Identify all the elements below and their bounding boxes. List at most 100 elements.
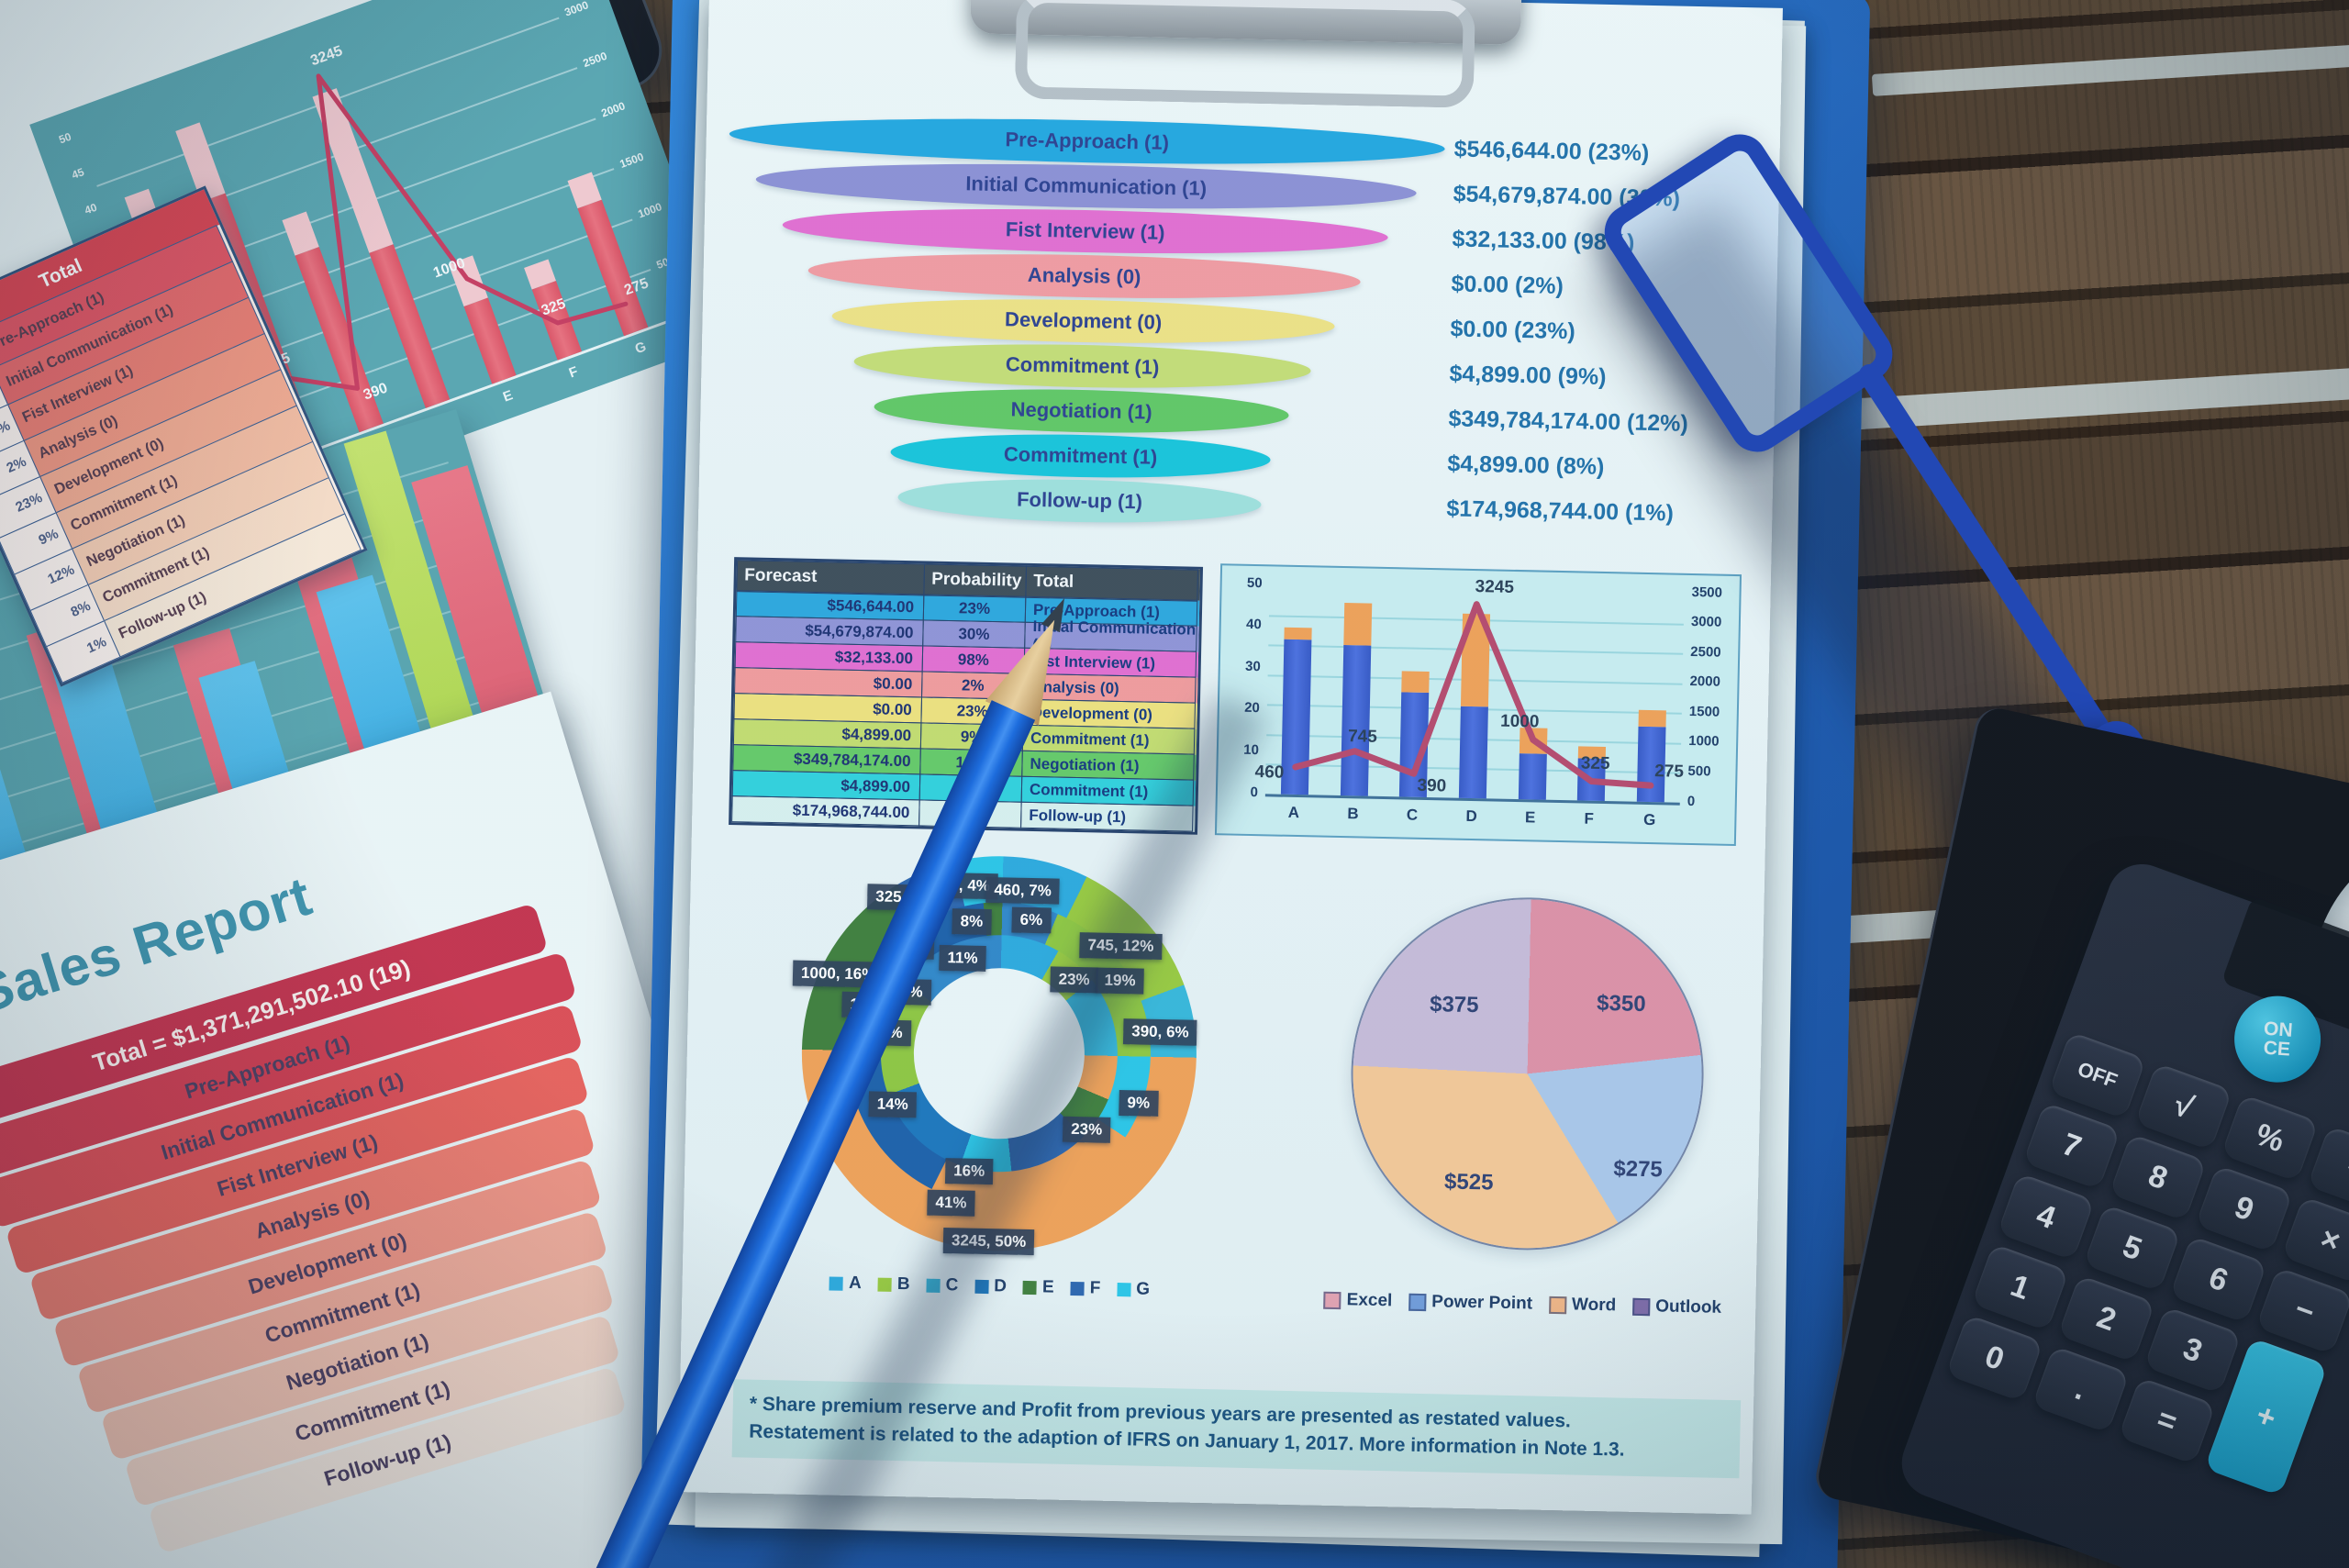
legend-item: Excel [1323,1290,1393,1312]
calc-key-symbol: % [2221,1094,2320,1183]
funnel-stage-label: Fist Interview (1) [1005,217,1165,244]
legend-item: A [829,1273,862,1294]
funnel-stage: Development (0) [831,295,1336,348]
donut-data-badge: 8% [952,908,992,936]
calc-key-2: 2 [2057,1274,2156,1363]
funnel-stage-label: Pre-Approach (1) [1005,128,1170,154]
probability-cell: 23% [922,594,1027,623]
bar-segment-top [1401,671,1431,693]
calc-key-8: 8 [2109,1133,2208,1222]
calc-key-symbol: OFF [2048,1030,2147,1119]
calc-key-1: 1 [1971,1243,2070,1332]
funnel-stage: Negotiation (1) [874,385,1290,437]
legend-label: G [1136,1279,1151,1299]
bar-segment-top [1638,709,1666,728]
donut-data-badge: 11% [939,944,986,972]
funnel-stage: Fist Interview (1) [782,204,1389,259]
legend-swatch [1022,1280,1038,1295]
right-axis-tick: 0 [1687,793,1696,809]
calc-key-symbol: √ [2134,1062,2233,1151]
left-axis-tick: 30 [1244,658,1261,674]
bar-segment-bottom [531,280,583,361]
category-label: E [1524,808,1536,827]
legend-label: A [848,1273,863,1294]
right-axis-tick: 2000 [599,99,628,120]
pie-data-label: $525 [1443,1169,1494,1195]
right-axis-tick: 3000 [562,0,591,19]
data-point-label: 3245 [1475,576,1515,597]
bar-segment-bottom [1518,752,1547,800]
bar-segment-top [1284,627,1312,640]
left-axis-tick: 40 [83,200,99,217]
calc-key-symbol: − [2255,1266,2349,1355]
category-label: E [500,387,516,406]
category-label: A [1287,803,1300,822]
right-axis-tick: 500 [1687,762,1711,780]
pie-data-label: $375 [1429,992,1479,1018]
calculator-on-ce-text: CE [2263,1037,2291,1061]
legend-item: Power Point [1408,1292,1532,1315]
data-point-label: 390 [1417,775,1447,796]
bar-segment-bottom [1458,706,1488,799]
funnel-stage: Pre-Approach (1) [729,112,1446,171]
calc-key-7: 7 [2022,1102,2121,1190]
funnel-stage-label: Analysis (0) [1027,262,1141,289]
legend-item: F [1070,1278,1101,1299]
forecast-cell: $174,968,744.00 [731,795,920,827]
left-axis-tick: 50 [1246,574,1263,591]
calc-key-9: 9 [2195,1164,2294,1253]
donut-data-badge: 6% [1011,906,1052,934]
legend-swatch [1070,1281,1085,1296]
funnel-stage: Commitment (1) [853,339,1312,393]
calc-key-6: 6 [2169,1235,2268,1324]
pie-legend: Excel Power Point Word Outlook [1315,1290,1730,1318]
data-point-label: 3245 [308,42,345,70]
pie-data-label: $275 [1613,1156,1664,1183]
donut-data-badge: 460, 7% [985,876,1061,905]
legend-label: Excel [1346,1290,1393,1311]
bar-segment-top [312,88,394,253]
left-axis-tick: 40 [1245,616,1262,633]
legend-item: G [1117,1279,1150,1300]
legend-swatch [1632,1297,1651,1316]
bar-segment-bottom [577,200,649,337]
donut-data-badge: 9% [1119,1090,1159,1117]
legend-label: Power Point [1431,1292,1533,1314]
calc-key-0: 0 [1945,1314,2043,1403]
legend-label: F [1089,1278,1101,1298]
clipboard-clip-wire [1014,0,1476,108]
legend-swatch [877,1277,892,1292]
pie-data-label: $350 [1596,990,1646,1018]
bar-segment-bottom [463,297,517,384]
bar-segment-bottom [1340,644,1372,796]
legend-label: Word [1571,1295,1617,1316]
sales-report-red-funnel: Total = $1,371,291,502.10 (19) Pre-Approa… [0,903,694,1568]
bar-segment-top [1343,603,1373,646]
right-axis-tick: 1500 [618,150,646,171]
right-axis-tick: 2500 [581,49,609,70]
legend-item: Outlook [1632,1296,1721,1318]
category-label: F [566,363,581,382]
legend-label: D [994,1276,1008,1296]
data-point-label: 275 [1653,762,1685,782]
bar-segment-bottom [1281,639,1312,795]
category-label: D [1465,806,1477,826]
data-point-label: 325 [1580,753,1610,773]
legend-swatch [1548,1296,1567,1314]
probability-header-cell: Probability [922,562,1027,598]
funnel-stage-label: Development (0) [1004,307,1163,334]
funnel-stage: Initial Communication (1) [755,158,1418,215]
bar-segment-top [1460,614,1491,707]
funnel-stage-label: Follow-up (1) [1016,487,1143,514]
pie-chart: $350 $275 $525 $375 Excel Power Point Word Outl… [1315,875,1739,1342]
legend-swatch [1323,1291,1341,1309]
funnel-stage: Follow-up (1) [897,475,1262,527]
funnel-stage-label: Commitment (1) [1003,442,1158,469]
calc-key-4: 4 [1997,1173,2096,1261]
left-axis-tick: 0 [1250,784,1259,800]
left-axis-tick: 45 [70,164,86,182]
donut-data-badge: 23% [1062,1116,1111,1143]
calc-key-symbol: × [2281,1195,2349,1284]
